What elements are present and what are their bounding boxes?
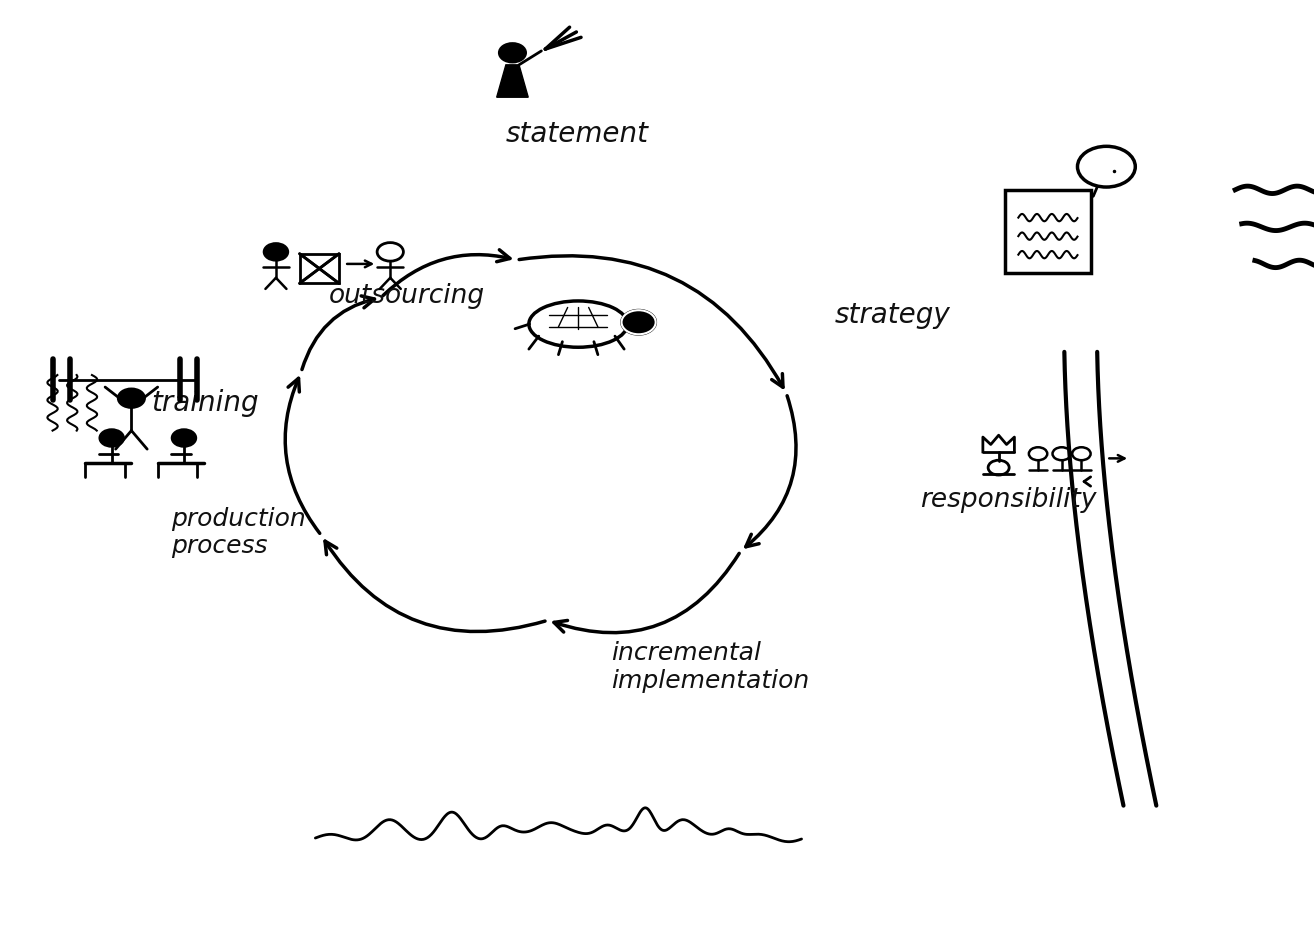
FancyBboxPatch shape <box>300 254 339 283</box>
Text: production
process: production process <box>171 507 306 558</box>
Text: outsourcing: outsourcing <box>328 283 485 309</box>
Text: incremental
implementation: incremental implementation <box>611 641 809 693</box>
Text: responsibility: responsibility <box>920 487 1096 513</box>
Circle shape <box>100 430 124 446</box>
Ellipse shape <box>528 301 627 347</box>
Circle shape <box>172 430 196 446</box>
Circle shape <box>264 244 288 260</box>
Text: statement: statement <box>506 120 649 148</box>
Circle shape <box>622 310 656 334</box>
Text: strategy: strategy <box>834 301 950 329</box>
Circle shape <box>499 44 526 62</box>
Circle shape <box>118 389 145 407</box>
FancyBboxPatch shape <box>1005 190 1091 273</box>
Text: training: training <box>151 389 259 417</box>
Polygon shape <box>497 65 528 97</box>
